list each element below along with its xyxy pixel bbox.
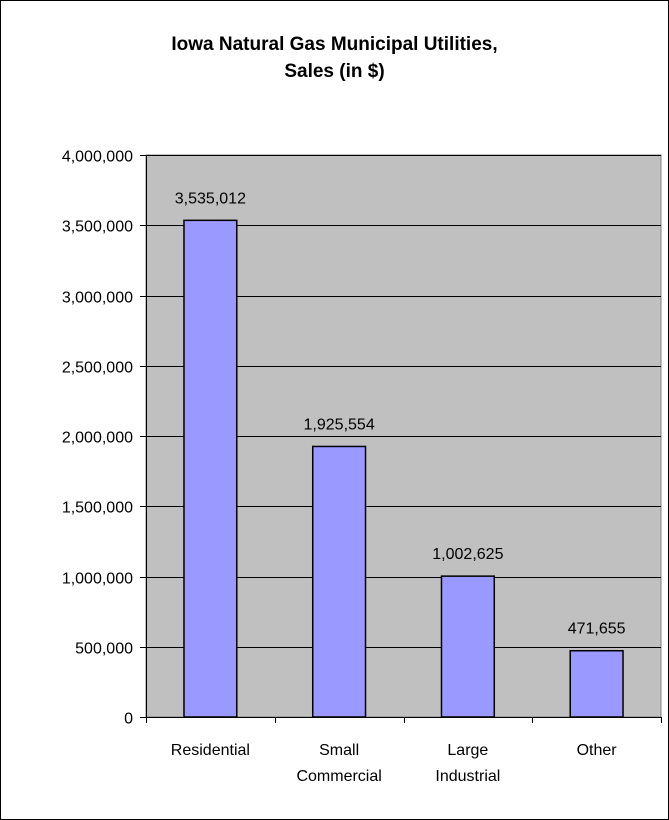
y-tick-label: 1,500,000	[62, 500, 133, 517]
y-tick-label: 2,500,000	[62, 360, 133, 377]
axes	[140, 155, 662, 723]
bars	[183, 219, 624, 718]
y-tick-label: 500,000	[75, 641, 133, 658]
y-tick-label: 4,000,000	[62, 149, 133, 166]
x-category-label: Large	[447, 742, 488, 759]
chart-title-line-1: Iowa Natural Gas Municipal Utilities,	[171, 34, 498, 55]
x-category-label: Residential	[171, 742, 250, 759]
data-labels: 3,535,012 1,925,554 1,002,625 471,655	[175, 190, 626, 637]
bar	[183, 219, 238, 718]
bar	[569, 649, 624, 718]
y-tick-label: 3,500,000	[62, 219, 133, 236]
y-tick-label: 0	[124, 711, 133, 728]
data-label: 1,925,554	[304, 416, 375, 433]
x-category-label: Commercial	[296, 768, 381, 785]
x-category-label: Industrial	[435, 768, 500, 785]
bar	[311, 445, 367, 718]
x-category-label: Other	[577, 742, 618, 759]
data-label: 1,002,625	[432, 546, 503, 563]
bar	[440, 575, 496, 718]
y-tick-label: 3,000,000	[62, 290, 133, 307]
chart-title: Iowa Natural Gas Municipal Utilities, Sa…	[1, 31, 668, 85]
data-label: 471,655	[568, 621, 626, 638]
data-label: 3,535,012	[175, 190, 246, 207]
x-axis-category-labels: Residential Small Commercial Large Industria…	[171, 742, 618, 785]
x-category-label: Small	[319, 742, 359, 759]
y-tick-label: 2,000,000	[62, 430, 133, 447]
y-axis-tick-labels: 0 500,000 1,000,000 1,500,000 2,000,000 2,500…	[62, 149, 133, 728]
chart-title-line-2: Sales (in $)	[284, 61, 385, 82]
y-tick-label: 1,000,000	[62, 571, 133, 588]
